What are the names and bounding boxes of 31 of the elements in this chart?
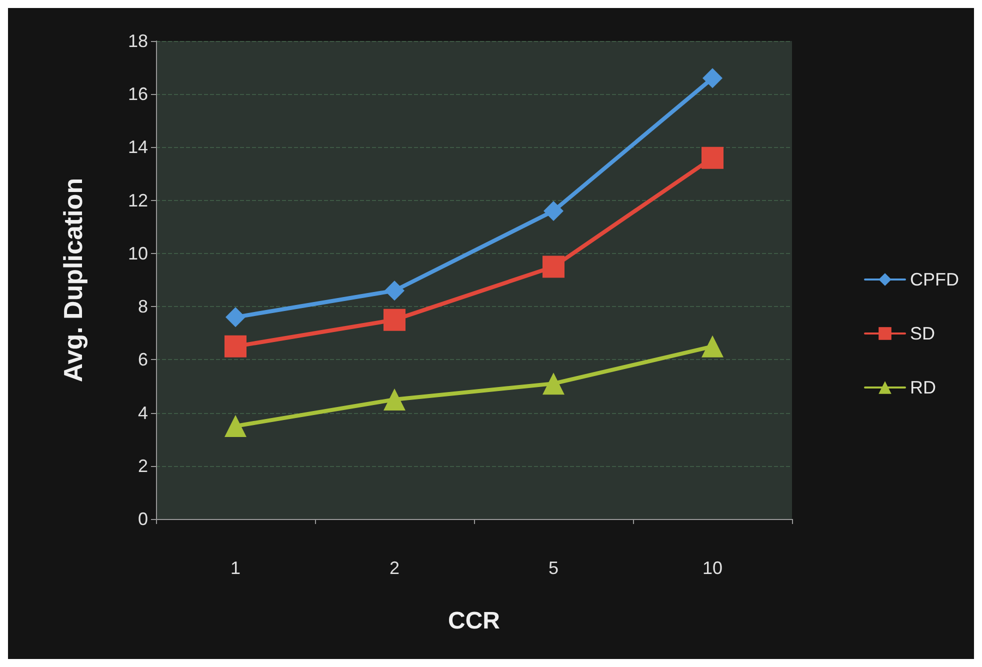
point — [224, 415, 246, 438]
point — [384, 308, 406, 331]
point — [544, 200, 564, 221]
point — [226, 307, 246, 328]
x-tick-label: 1 — [230, 558, 241, 578]
point — [384, 280, 404, 301]
point — [224, 335, 246, 358]
x-axis-title: CCR — [448, 608, 500, 634]
point — [542, 256, 564, 278]
x-tick-label: 10 — [702, 558, 723, 578]
point — [702, 146, 724, 169]
y-tick-label: 4 — [138, 402, 148, 423]
x-tick-label: 5 — [548, 558, 559, 578]
x-tick-label: 2 — [389, 558, 400, 578]
point — [384, 388, 406, 410]
y-tick-label: 8 — [138, 296, 148, 317]
y-axis-title: Avg. Duplication — [58, 178, 88, 382]
legend-label: CPFD — [910, 270, 959, 290]
legend-label: SD — [910, 324, 936, 344]
y-tick-label: 10 — [128, 243, 148, 264]
y-tick-label: 6 — [138, 350, 148, 370]
y-tick-label: 18 — [128, 31, 148, 51]
point — [542, 372, 564, 395]
y-tick-label: 0 — [138, 509, 148, 529]
y-tick-label: 14 — [128, 137, 148, 158]
y-tick-label: 16 — [128, 84, 148, 104]
point — [702, 335, 724, 358]
legend-label: RD — [910, 378, 936, 398]
y-tick-label: 2 — [138, 456, 148, 476]
point — [702, 68, 722, 88]
y-tick-label: 12 — [128, 190, 148, 210]
